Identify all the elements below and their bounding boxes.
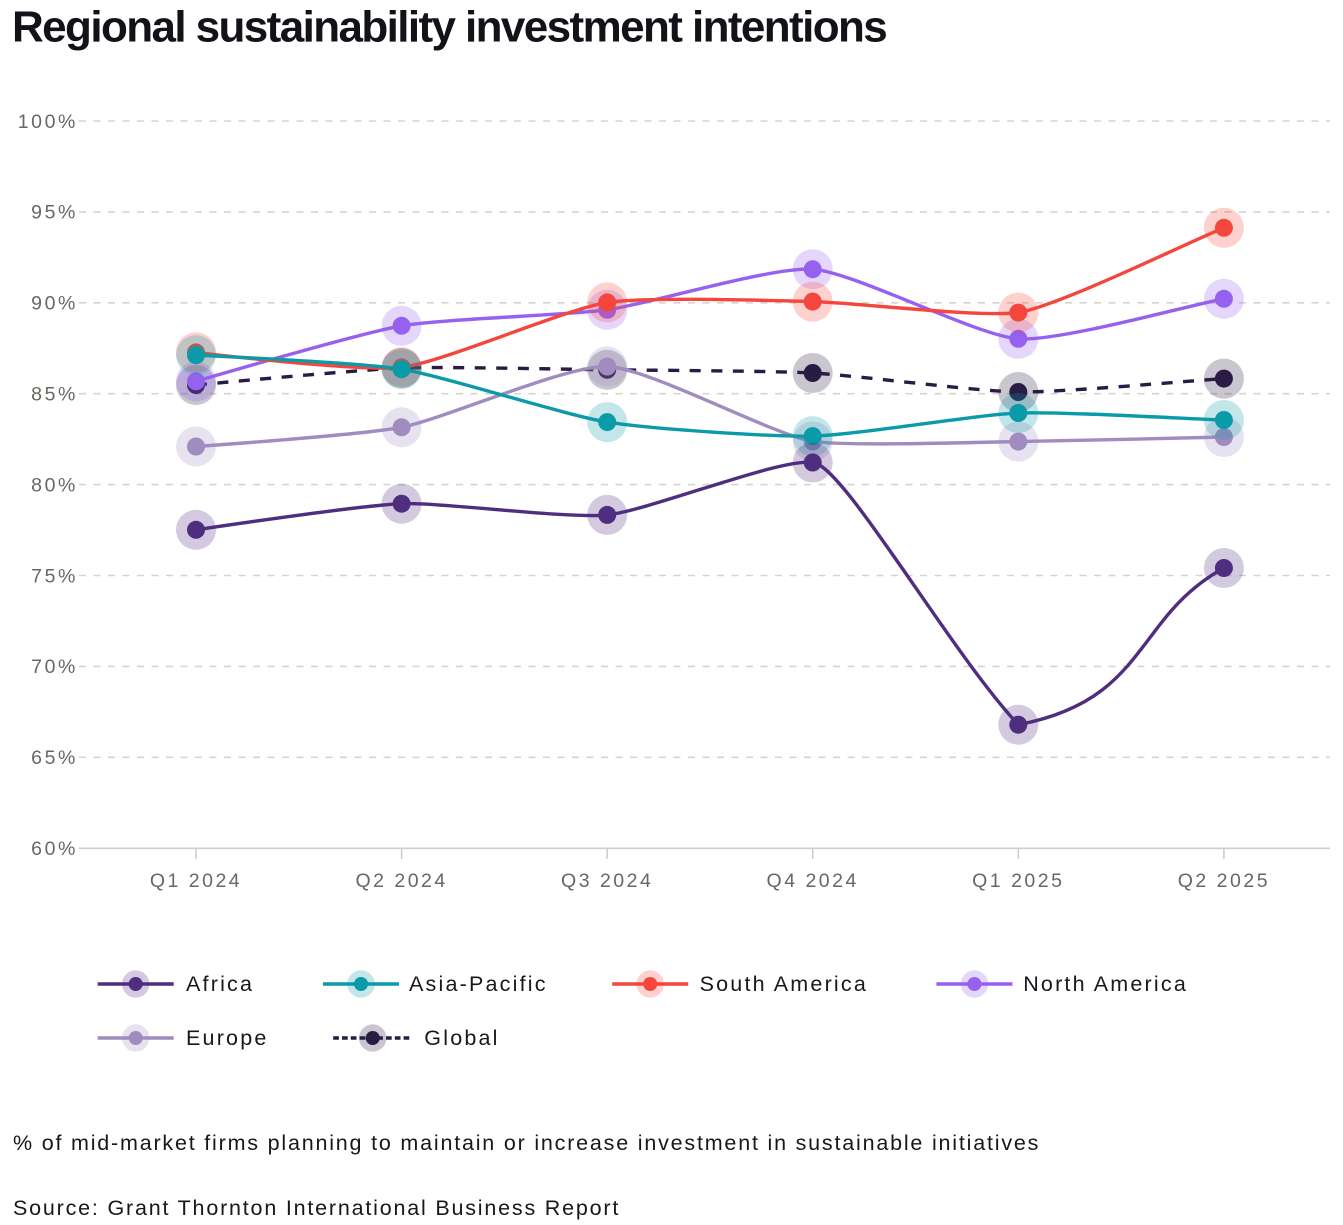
svg-text:Global: Global	[424, 1026, 499, 1050]
svg-text:90%: 90%	[31, 293, 78, 315]
svg-text:Europe: Europe	[186, 1026, 269, 1050]
svg-text:Q1 2024: Q1 2024	[150, 870, 242, 892]
svg-text:Q2 2024: Q2 2024	[355, 870, 447, 892]
svg-text:65%: 65%	[31, 747, 78, 769]
svg-text:Regional sustainability invest: Regional sustainability investment inten…	[12, 3, 886, 52]
svg-text:85%: 85%	[31, 384, 78, 406]
svg-text:% of mid-market firms planning: % of mid-market firms planning to mainta…	[13, 1131, 1040, 1155]
svg-text:North America: North America	[1023, 972, 1188, 996]
svg-text:70%: 70%	[31, 656, 78, 678]
svg-text:75%: 75%	[31, 565, 78, 587]
svg-text:Q2 2025: Q2 2025	[1178, 870, 1270, 892]
svg-text:Africa: Africa	[186, 972, 254, 996]
svg-text:Source: Grant Thornton Interna: Source: Grant Thornton International Bus…	[13, 1196, 620, 1220]
svg-text:100%: 100%	[18, 111, 78, 133]
svg-text:Asia-Pacific: Asia-Pacific	[409, 972, 548, 996]
svg-text:60%: 60%	[31, 838, 78, 860]
svg-text:95%: 95%	[31, 202, 78, 224]
svg-text:South America: South America	[700, 972, 868, 996]
svg-text:Q1 2025: Q1 2025	[972, 870, 1064, 892]
svg-text:Q3 2024: Q3 2024	[561, 870, 653, 892]
svg-text:80%: 80%	[31, 474, 78, 496]
svg-text:Q4 2024: Q4 2024	[767, 870, 859, 892]
